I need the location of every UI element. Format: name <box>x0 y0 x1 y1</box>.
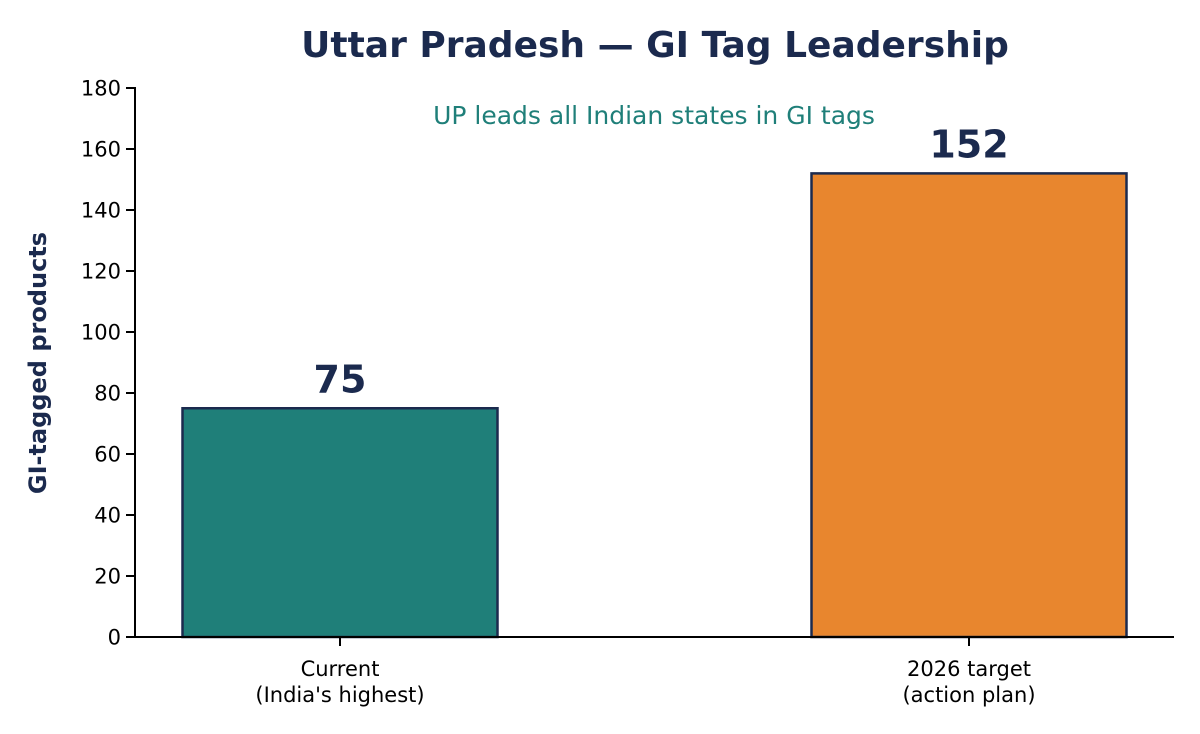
x-tick-label: 2026 target <box>907 657 1031 681</box>
bar-value-label: 75 <box>314 357 367 401</box>
y-tick-label: 80 <box>94 382 121 406</box>
y-tick-label: 60 <box>94 443 121 467</box>
chart-title: Uttar Pradesh — GI Tag Leadership <box>301 25 1009 66</box>
bars <box>181 172 1128 639</box>
y-tick-label: 20 <box>94 565 121 589</box>
y-tick-label: 120 <box>81 260 121 284</box>
y-tick-label: 180 <box>81 77 121 101</box>
y-axis-ticks: 0 20 40 60 80 100 120 140 160 180 <box>81 77 135 650</box>
bar-value-label: 152 <box>929 122 1008 166</box>
x-axis-ticks: Current(India's highest) 2026 target(acti… <box>255 637 1036 707</box>
value-labels: 75 152 <box>314 122 1009 401</box>
x-tick-label: Current <box>301 657 380 681</box>
chart-subtitle: UP leads all Indian states in GI tags <box>433 101 875 130</box>
y-tick-label: 0 <box>108 626 121 650</box>
bar-0 <box>181 407 499 639</box>
bar-1 <box>810 172 1128 639</box>
x-tick-label: (action plan) <box>902 683 1035 707</box>
y-tick-label: 140 <box>81 199 121 223</box>
x-tick-label: (India's highest) <box>255 683 424 707</box>
y-axis-label: GI-tagged products <box>24 232 52 494</box>
y-tick-label: 100 <box>81 321 121 345</box>
y-tick-label: 160 <box>81 138 121 162</box>
y-tick-label: 40 <box>94 504 121 528</box>
